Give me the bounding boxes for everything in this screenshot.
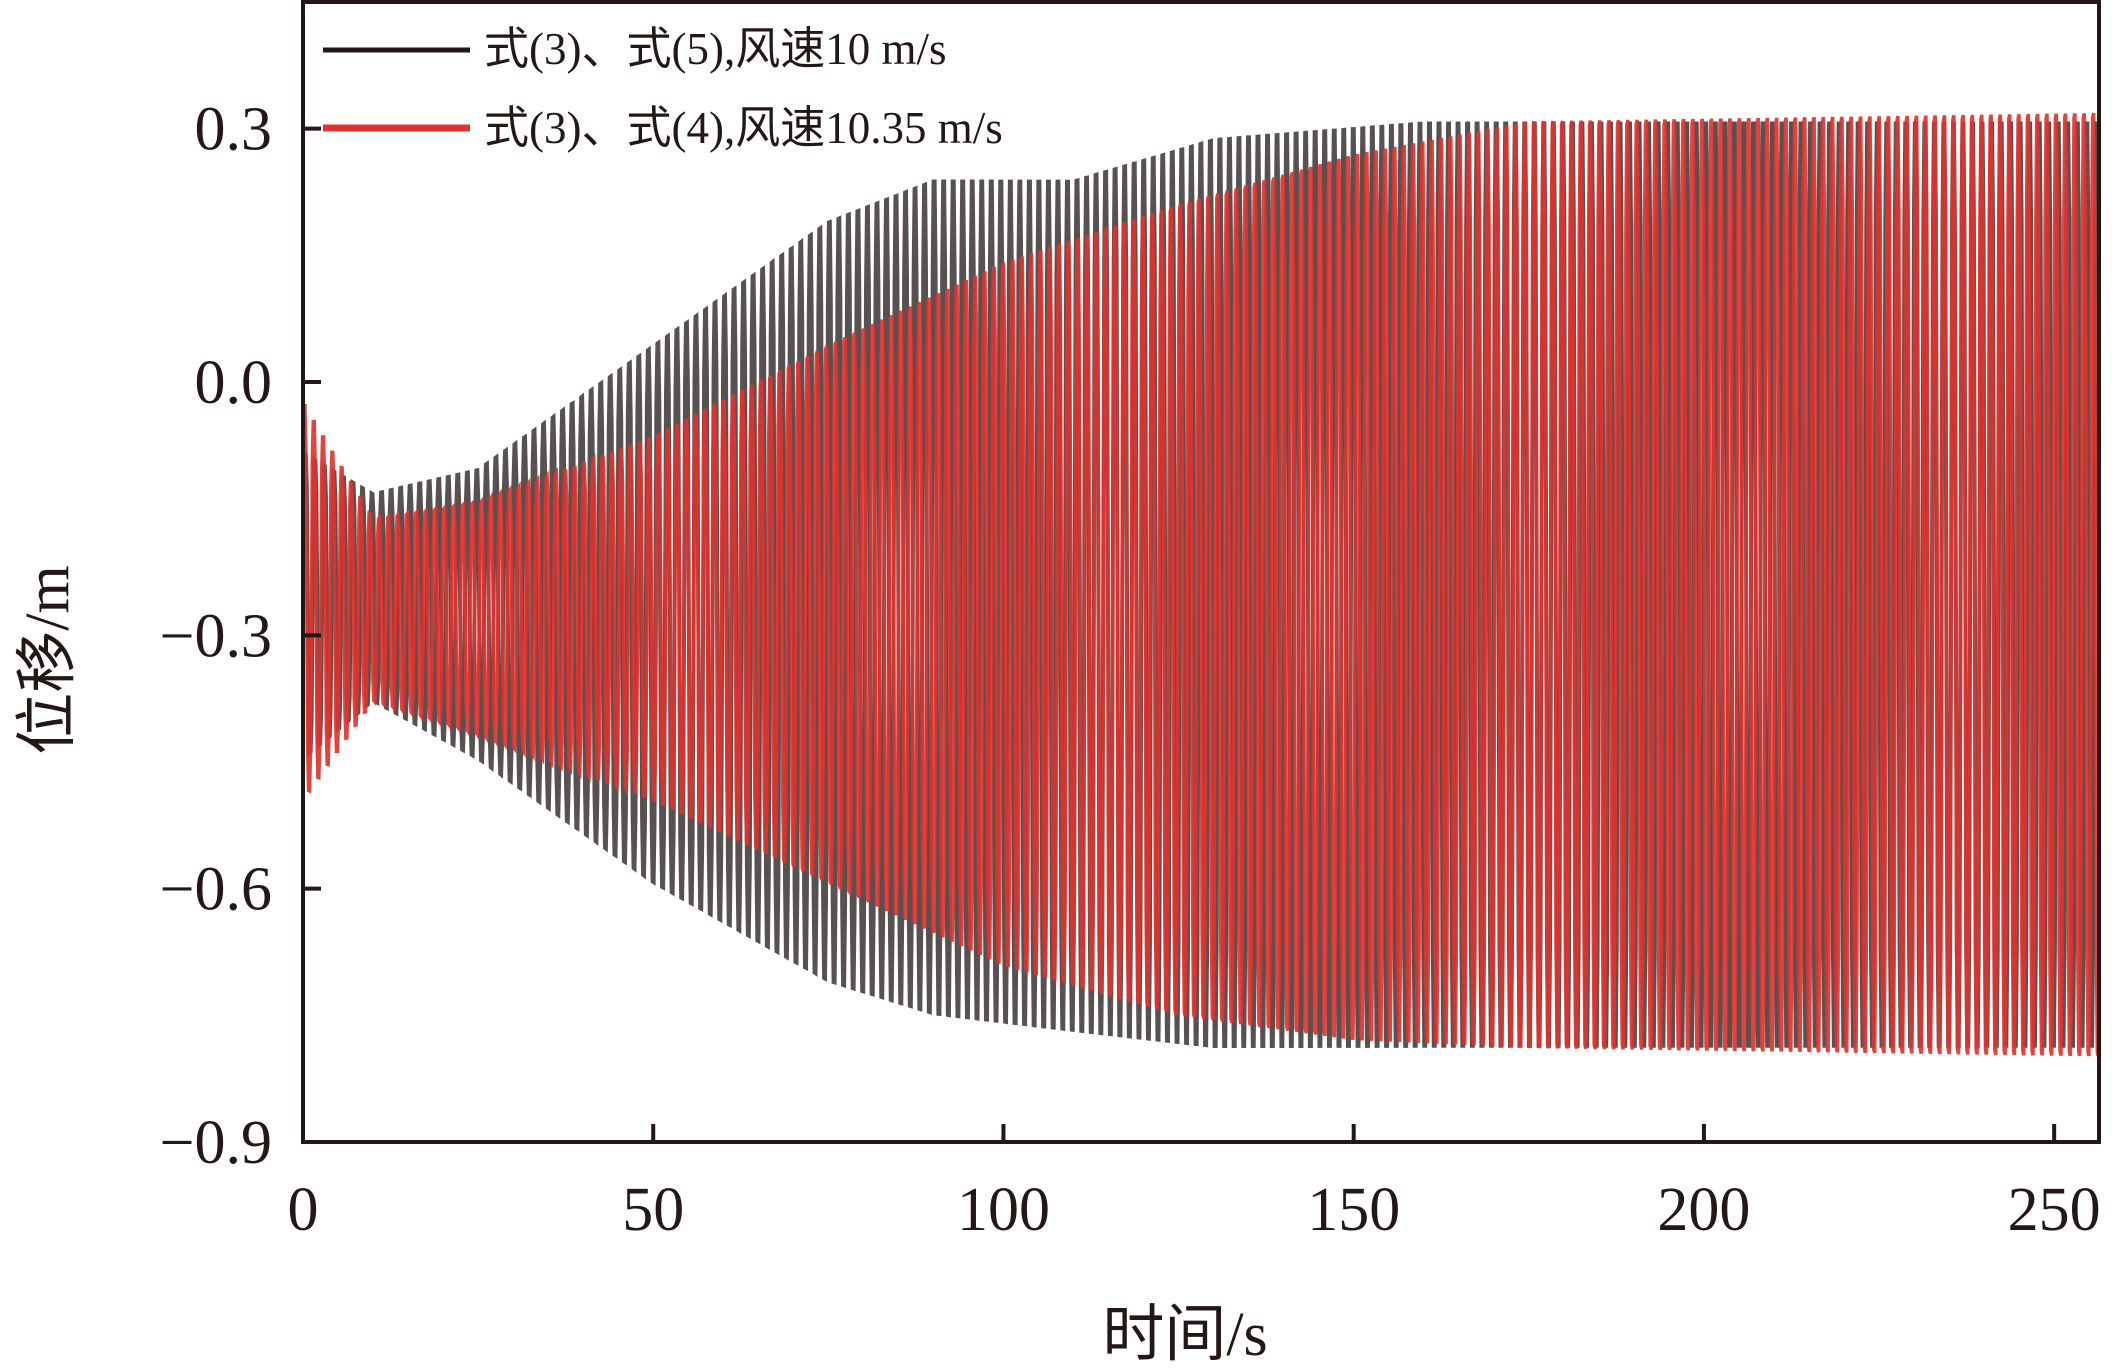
- y-axis-title: 位移/m: [14, 565, 82, 754]
- x-tick-label: 200: [1657, 1176, 1750, 1244]
- x-tick-label: 0: [288, 1176, 319, 1244]
- y-tick-label: −0.3: [160, 602, 272, 670]
- legend: 式(3)、式(5),风速10 m/s 式(3)、式(4),风速10.35 m/s: [323, 24, 1003, 153]
- y-tick-label: 0.0: [195, 349, 273, 417]
- y-tick-label: 0.3: [195, 96, 273, 164]
- series-line-2: [301, 112, 2100, 1057]
- y-tick-label: −0.6: [160, 856, 272, 924]
- x-axis-title: 时间/s: [1102, 1301, 1267, 1369]
- legend-label-series-2: 式(3)、式(4),风速10.35 m/s: [484, 103, 1003, 153]
- legend-background: [306, 4, 1098, 170]
- x-tick-label: 250: [2008, 1176, 2101, 1244]
- plot-frame: [301, 0, 2101, 1144]
- legend-label-series-1: 式(3)、式(5),风速10 m/s: [484, 24, 946, 74]
- y-tick-label: −0.9: [160, 1109, 272, 1177]
- series-layer: [301, 112, 2101, 1057]
- x-tick-label: 150: [1307, 1176, 1400, 1244]
- axes: 0 50 100 150 200 250 0.3 0.0 −0.3 −0.6 −0.9: [160, 0, 2101, 1244]
- x-tick-label: 100: [957, 1176, 1050, 1244]
- x-tick-label: 50: [622, 1176, 684, 1244]
